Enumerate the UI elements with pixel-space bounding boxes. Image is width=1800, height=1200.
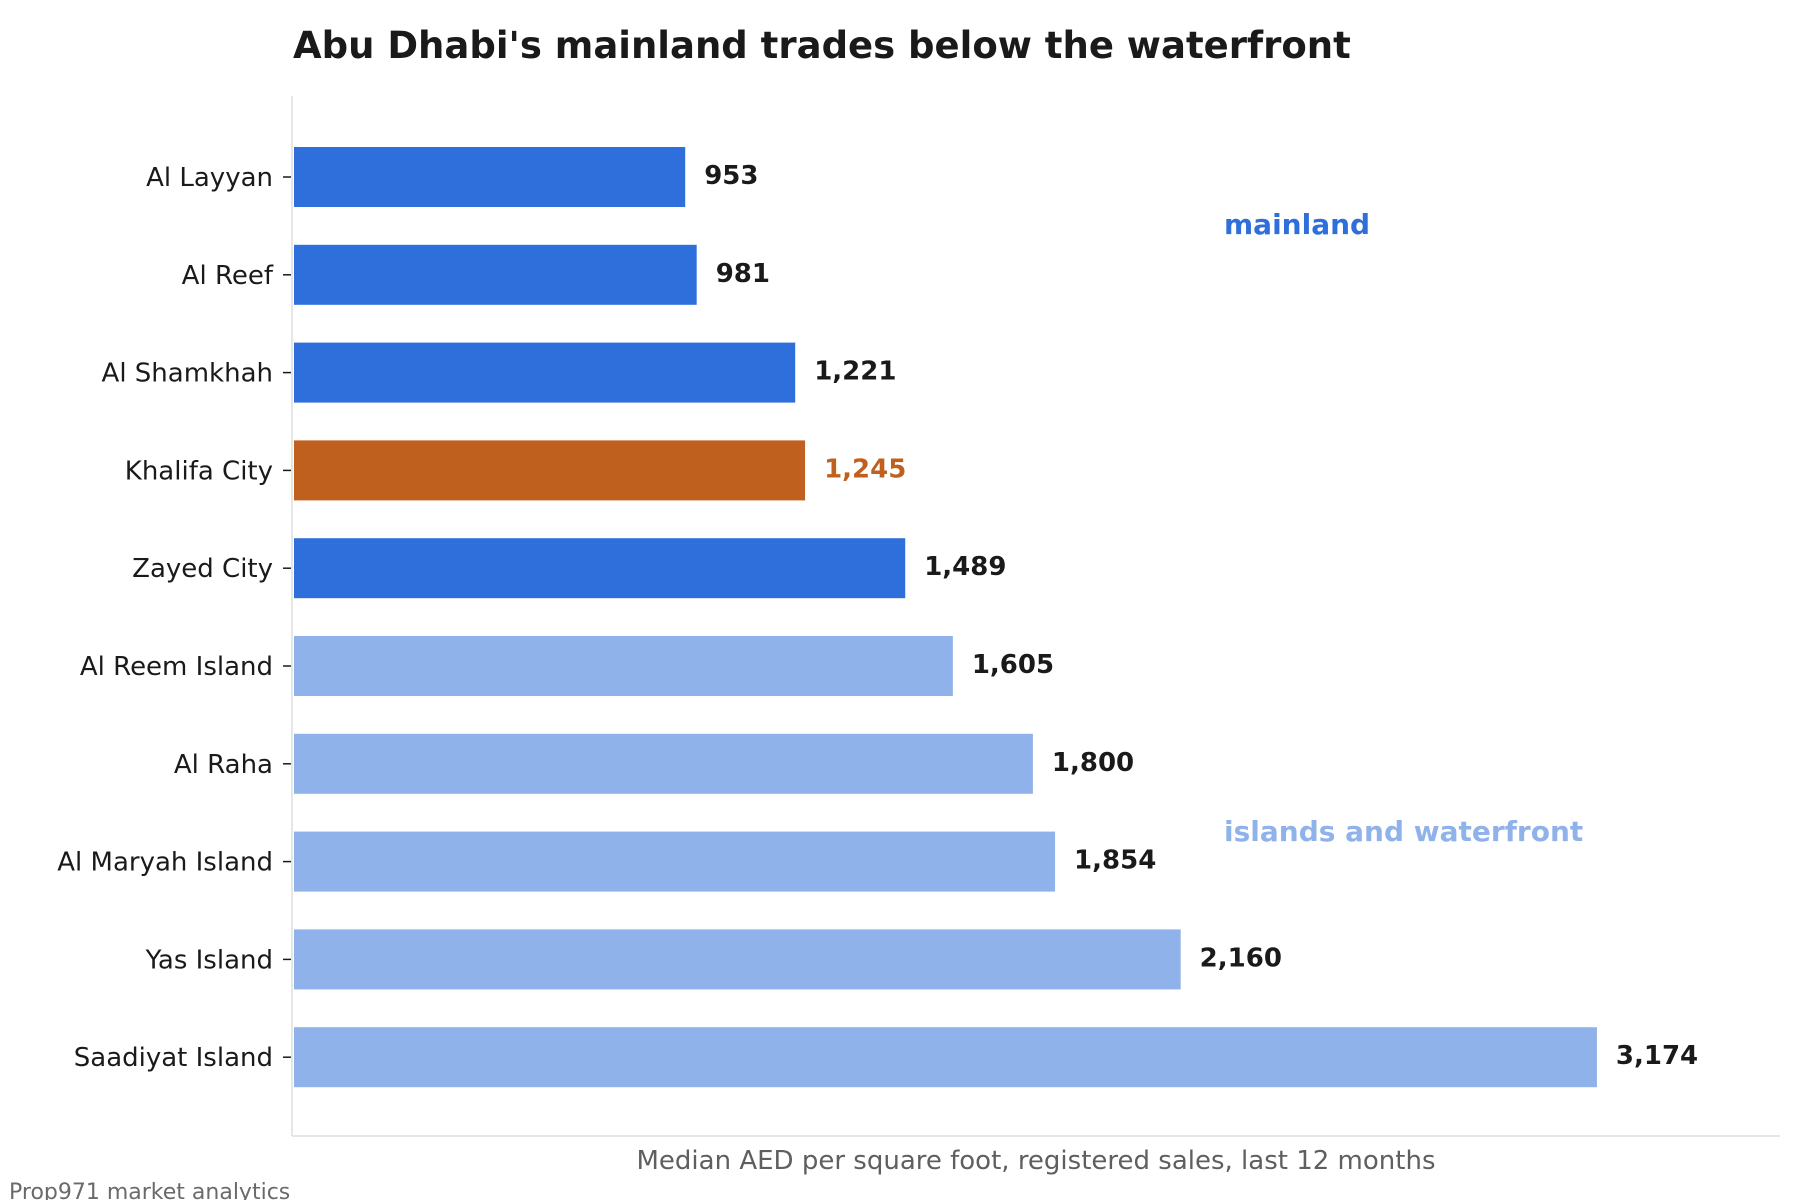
- value-label: 1,854: [1074, 846, 1156, 876]
- bar-al-shamkhah: [294, 342, 796, 403]
- chart-title: Abu Dhabi's mainland trades below the wa…: [293, 24, 1351, 67]
- y-tick-label: Al Layyan: [146, 163, 273, 193]
- bar-al-reem-island: [294, 636, 953, 696]
- value-label: 1,245: [824, 454, 906, 484]
- y-tick-label: Zayed City: [132, 554, 273, 584]
- annotation-mainland: mainland: [1224, 208, 1370, 241]
- value-label: 981: [716, 259, 770, 289]
- value-label: 953: [704, 161, 758, 191]
- value-label: 1,800: [1052, 748, 1134, 778]
- y-tick-label: Al Shamkhah: [102, 359, 273, 389]
- value-label: 1,221: [814, 357, 896, 387]
- y-tick-label: Yas Island: [145, 945, 273, 975]
- bar-saadiyat-island: [294, 1027, 1597, 1088]
- bar-zayed-city: [294, 538, 906, 599]
- bar-al-layyan: [294, 147, 686, 207]
- y-tick-label: Saadiyat Island: [74, 1043, 273, 1073]
- source-note: Prop971 market analytics: [9, 1180, 290, 1200]
- y-tick-label: Al Raha: [174, 750, 273, 780]
- y-tick-label: Al Maryah Island: [57, 848, 273, 878]
- y-tick-label: Al Reem Island: [80, 652, 273, 682]
- y-tick-label: Khalifa City: [125, 456, 273, 486]
- bar-khalifa-city: [294, 440, 806, 501]
- annotation-islands-waterfront: islands and waterfront: [1224, 815, 1583, 848]
- value-label: 3,174: [1616, 1041, 1698, 1071]
- value-label: 2,160: [1200, 943, 1282, 973]
- bars-group: Al Layyan 953 Al Reef 981 Al Shamkhah 1,221 Kh…: [57, 147, 1698, 1088]
- x-axis-label: Median AED per square foot, registered s…: [637, 1146, 1436, 1176]
- bar-yas-island: [294, 929, 1181, 990]
- value-label: 1,489: [924, 552, 1006, 582]
- bar-al-reef: [294, 244, 697, 305]
- bar-al-raha: [294, 733, 1033, 794]
- value-label: 1,605: [972, 650, 1054, 680]
- y-tick-label: Al Reef: [182, 261, 274, 291]
- bar-al-maryah-island: [294, 831, 1056, 892]
